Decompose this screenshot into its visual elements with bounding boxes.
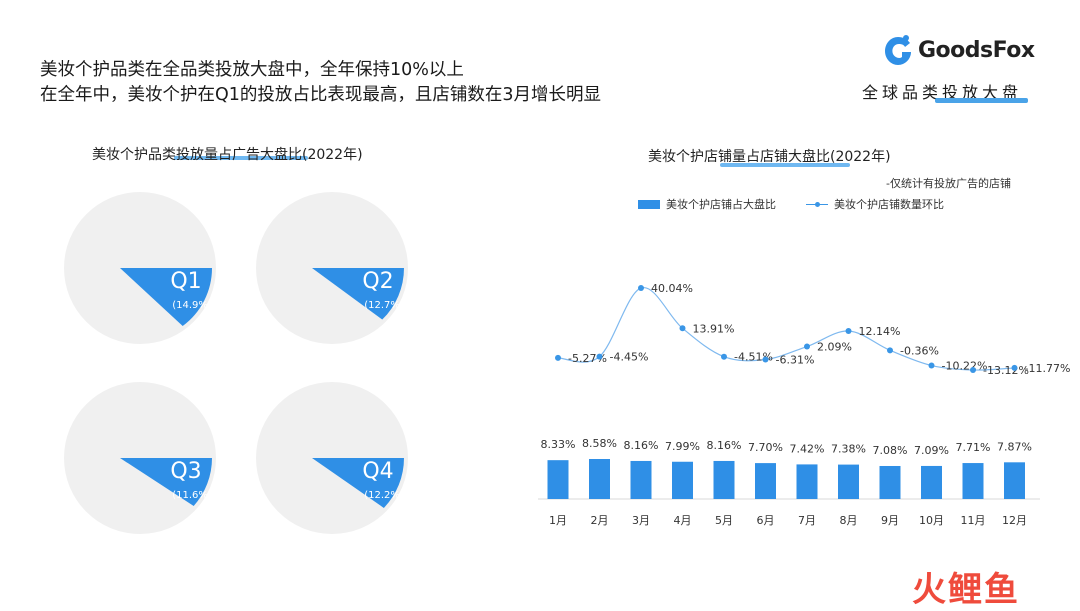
bar — [921, 465, 942, 499]
bar — [630, 460, 652, 499]
bar — [838, 464, 859, 499]
pie-slice-label: Q4 — [362, 459, 393, 484]
line-point — [596, 353, 603, 360]
bar — [713, 460, 735, 499]
x-tick-label: 3月 — [632, 514, 650, 527]
x-tick-label: 11月 — [961, 514, 986, 527]
pie-q4: Q4 (12.2%) — [256, 382, 408, 534]
legend-bar-swatch — [638, 199, 660, 209]
line-value-label: 40.04% — [651, 282, 693, 295]
line-value-label: -0.36% — [900, 344, 939, 357]
pie-slice-label: Q1 — [170, 269, 201, 294]
bar-value-label: 7.38% — [831, 443, 866, 456]
pie-q2: Q2 (12.7%) — [256, 192, 408, 344]
goodsfox-logo: GoodsFox — [882, 34, 1042, 70]
headline: 美妆个护品类在全品类投放大盘中，全年保持10%以上 在全年中，美妆个护在Q1的投… — [40, 58, 601, 108]
headline-line-1: 美妆个护品类在全品类投放大盘中，全年保持10%以上 — [40, 60, 464, 80]
line-point — [928, 362, 935, 369]
logo-text: GoodsFox — [918, 38, 1035, 63]
bar-value-label: 8.16% — [624, 439, 659, 452]
legend-bar-series: 美妆个护店铺占大盘比 — [638, 196, 776, 212]
line-point — [679, 325, 686, 332]
section-tag-underline — [935, 98, 1028, 103]
line-point — [970, 367, 976, 373]
watermark-text: 火鲤鱼 — [912, 570, 1020, 610]
pie-slice-value: (14.9%) — [172, 300, 212, 311]
combo-title-highlight — [720, 163, 850, 167]
bar-value-label: 7.71% — [956, 441, 991, 454]
x-tick-label: 6月 — [757, 514, 775, 527]
watermark: 火鲤鱼 — [912, 562, 1020, 611]
bar — [755, 463, 776, 499]
x-tick-label: 9月 — [881, 514, 899, 527]
pie-q3: Q3 (11.6%) — [64, 382, 216, 534]
pie-slice-label: Q2 — [362, 269, 393, 294]
bar-value-label: 8.33% — [541, 438, 576, 451]
x-tick-label: 4月 — [674, 514, 692, 527]
pie-slice — [120, 458, 212, 506]
x-tick-label: 10月 — [919, 514, 944, 527]
bar — [796, 464, 818, 499]
x-tick-label: 8月 — [840, 514, 858, 527]
line-value-label: -11.77% — [1025, 362, 1071, 375]
line-point — [1011, 364, 1018, 371]
bar — [547, 460, 569, 499]
bar-value-label: 7.09% — [914, 444, 949, 457]
line-value-label: -13.12% — [983, 364, 1029, 377]
line-point — [804, 343, 810, 350]
line-value-label: -10.22% — [942, 360, 988, 373]
bar-value-label: 7.42% — [790, 442, 825, 455]
line-value-label: 2.09% — [817, 341, 852, 354]
x-tick-label: 12月 — [1002, 514, 1027, 527]
pie-chart: Q1 (14.9%) Q2 (12.7%) Q3 (11.6%) Q4 (12.2%) — [64, 192, 408, 534]
bar — [1004, 462, 1025, 499]
section-tag: 全球品类投放大盘 — [862, 83, 1023, 102]
bar — [962, 463, 984, 499]
line-value-label: -6.31% — [776, 353, 815, 366]
bar-value-label: 7.99% — [665, 440, 700, 453]
pie-slice-value: (12.7%) — [364, 300, 404, 311]
bar — [672, 461, 693, 499]
combo-chart: 8.33% 1月 8.58% 2月 8.16% 3月 7.99% 4月 8.16% 5月 7.70%… — [538, 282, 1071, 527]
bar-value-label: 7.70% — [748, 441, 783, 454]
combo-chart-note: -仅统计有投放广告的店铺 — [886, 177, 1011, 190]
pie-slice-value: (12.2%) — [364, 490, 404, 501]
pie-q1: Q1 (14.9%) — [64, 192, 216, 344]
line-point — [845, 328, 852, 335]
line-point — [638, 285, 644, 291]
headline-line-2: 在全年中，美妆个护在Q1的投放占比表现最高，且店铺数在3月增长明显 — [40, 85, 602, 105]
legend-line-series: 美妆个护店铺数量环比 — [806, 196, 944, 212]
x-tick-label: 1月 — [549, 514, 567, 527]
x-tick-label: 5月 — [715, 514, 733, 527]
x-tick-label: 2月 — [591, 514, 609, 527]
line-value-label: -4.45% — [610, 351, 649, 364]
pie-slice — [312, 268, 404, 320]
pie-slice-value: (11.6%) — [172, 490, 212, 501]
pie-slice — [312, 458, 404, 508]
line-value-label: 13.91% — [693, 322, 735, 335]
legend-line-swatch — [806, 200, 828, 209]
bar-value-label: 8.16% — [707, 439, 742, 452]
legend-bar-label: 美妆个护店铺占大盘比 — [666, 198, 776, 211]
bar — [879, 465, 901, 499]
bar-value-label: 7.87% — [997, 440, 1032, 453]
combo-chart-title: 美妆个护店铺量占店铺大盘比(2022年) — [648, 149, 891, 165]
line-point — [555, 354, 561, 361]
bar-value-label: 7.08% — [873, 444, 908, 457]
x-tick-label: 7月 — [798, 514, 816, 527]
line-point — [887, 347, 893, 354]
line-point — [721, 353, 727, 360]
pie-slice — [120, 268, 212, 326]
goodsfox-logo-icon — [885, 35, 911, 65]
pie-slice-label: Q3 — [170, 459, 201, 484]
legend-line-label: 美妆个护店铺数量环比 — [834, 198, 944, 211]
pie-title-highlight — [174, 156, 308, 160]
bar-value-label: 8.58% — [582, 437, 617, 450]
pie-chart-title: 美妆个护品类投放量占广告大盘比(2022年) — [92, 147, 363, 163]
bar — [589, 459, 610, 499]
line-point — [762, 356, 769, 363]
line-value-label: 12.14% — [859, 325, 901, 338]
